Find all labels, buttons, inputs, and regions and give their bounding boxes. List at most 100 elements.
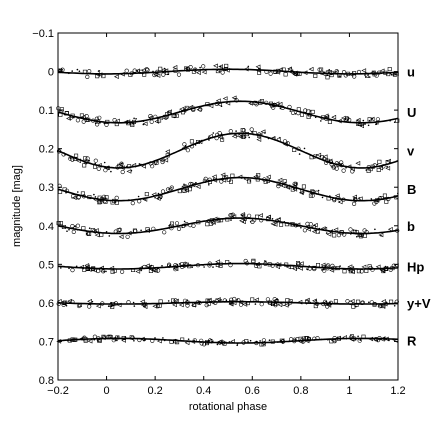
data-point-U — [324, 114, 330, 120]
data-point-Hp — [352, 266, 355, 268]
data-point-B — [321, 196, 324, 199]
data-point-v — [334, 166, 339, 171]
data-point-u — [142, 72, 147, 77]
data-point-b — [326, 232, 332, 237]
data-point-v — [88, 159, 90, 162]
data-point-y+V — [380, 304, 386, 309]
data-point-R — [187, 338, 190, 341]
data-point-Hp — [306, 268, 309, 271]
data-point-y+V — [89, 303, 92, 306]
data-point-R — [205, 341, 210, 346]
data-point-u — [218, 64, 223, 69]
data-point-b — [275, 217, 281, 222]
data-point-B — [263, 179, 268, 184]
data-point-y+V — [100, 301, 105, 306]
data-point-u — [281, 67, 286, 72]
data-point-Hp — [388, 267, 393, 272]
data-point-u — [201, 64, 206, 69]
data-point-y+V — [315, 299, 317, 302]
data-point-v — [220, 137, 225, 142]
data-point-v — [73, 156, 78, 161]
data-point-u — [337, 73, 342, 78]
data-point-b — [210, 220, 215, 225]
data-point-v — [110, 170, 112, 173]
data-point-U — [287, 104, 292, 110]
data-point-B — [374, 198, 380, 203]
data-point-v — [355, 161, 361, 166]
data-point-B — [255, 177, 260, 182]
data-point-Hp — [267, 262, 272, 267]
data-point-b — [105, 231, 108, 233]
data-point-R — [357, 335, 359, 338]
data-point-U — [254, 102, 259, 107]
data-point-v — [165, 149, 170, 154]
data-point-R — [261, 338, 267, 343]
data-point-b — [176, 226, 182, 231]
data-point-B — [202, 178, 207, 183]
data-point-B — [213, 178, 215, 180]
data-point-b — [210, 220, 216, 225]
data-point-B — [290, 187, 295, 192]
data-point-y+V — [240, 300, 242, 302]
data-point-U — [142, 121, 148, 126]
data-point-Hp — [383, 266, 388, 271]
data-point-v — [339, 163, 344, 168]
data-point-y+V — [152, 304, 158, 309]
data-point-B — [130, 201, 135, 206]
data-point-y+V — [238, 302, 244, 307]
data-point-u — [152, 70, 154, 73]
data-point-U — [80, 114, 86, 120]
data-point-u — [288, 69, 294, 75]
data-point-Hp — [315, 263, 320, 268]
data-point-b — [325, 232, 328, 234]
fit-curve-v — [57, 132, 399, 169]
data-point-b — [169, 226, 174, 231]
data-point-b — [162, 230, 167, 235]
data-point-b — [132, 228, 137, 233]
data-point-y+V — [381, 299, 386, 304]
data-point-u — [268, 71, 273, 76]
data-point-b — [71, 229, 76, 234]
data-point-B — [157, 192, 160, 195]
data-point-B — [94, 196, 97, 198]
data-point-Hp — [298, 266, 303, 271]
data-point-u — [158, 66, 163, 71]
data-point-b — [151, 226, 156, 231]
data-point-u — [302, 70, 308, 75]
data-point-R — [116, 339, 118, 342]
data-point-U — [105, 119, 110, 124]
data-point-u — [387, 67, 392, 72]
data-point-u — [283, 72, 288, 77]
data-point-B — [292, 187, 298, 192]
data-point-U — [112, 117, 117, 123]
data-point-v — [372, 163, 377, 168]
data-point-B — [114, 195, 119, 200]
data-point-b — [240, 219, 246, 225]
data-point-R — [92, 334, 97, 339]
data-point-R — [139, 336, 145, 342]
data-point-v — [93, 158, 98, 163]
data-point-b — [310, 224, 316, 230]
data-point-b — [265, 214, 271, 220]
data-point-y+V — [231, 300, 237, 306]
data-point-v — [126, 169, 132, 174]
data-point-U — [148, 115, 153, 120]
data-point-Hp — [218, 261, 223, 266]
data-point-u — [369, 70, 375, 76]
data-point-Hp — [207, 261, 212, 266]
data-point-B — [62, 187, 67, 192]
data-point-Hp — [298, 261, 304, 266]
data-point-R — [388, 339, 390, 342]
data-point-b — [364, 230, 369, 235]
data-point-v — [220, 133, 223, 135]
data-point-U — [320, 120, 322, 122]
data-point-v — [385, 160, 390, 165]
data-point-u — [264, 69, 269, 74]
data-point-U — [336, 118, 342, 124]
data-point-b — [350, 231, 353, 234]
data-point-b — [374, 228, 376, 231]
data-point-v — [372, 166, 375, 169]
data-point-U — [369, 116, 375, 122]
data-point-B — [384, 199, 389, 204]
data-point-y+V — [265, 297, 271, 302]
